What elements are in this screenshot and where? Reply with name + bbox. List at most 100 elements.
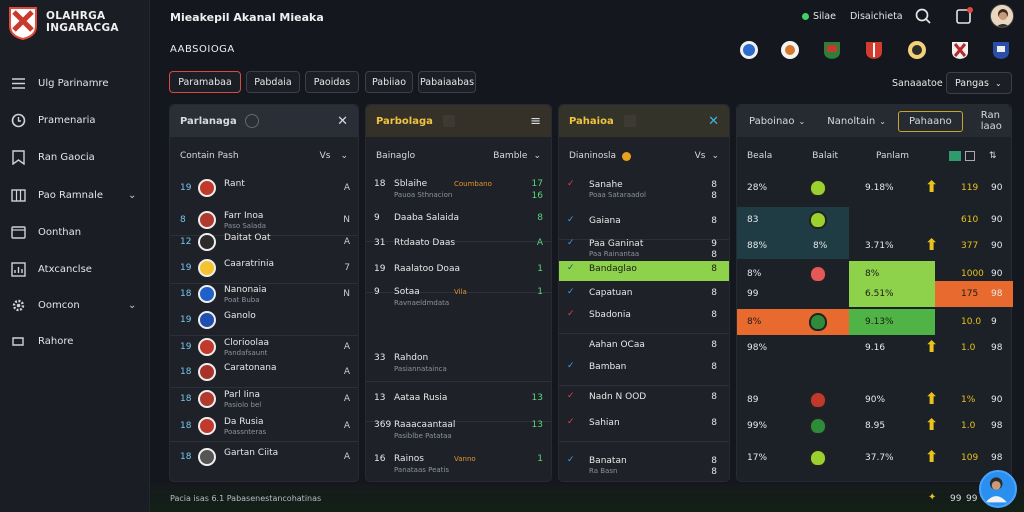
column-header: Beala (747, 151, 773, 161)
table-row[interactable]: 18 Parl Iina Pasiolo bel A (170, 388, 358, 412)
panel-subheader: Beala Balait Panlam ⇅ (737, 137, 1011, 175)
user-avatar[interactable] (990, 4, 1014, 28)
sidebar-item-label: Ran Gaocia (38, 151, 95, 163)
chevron-down-icon[interactable]: ⌄ (798, 116, 806, 126)
team-badge-icon[interactable] (780, 40, 800, 60)
result-row[interactable]: ✓ Sbadonia 8 (559, 307, 729, 331)
team-badge-icon[interactable] (739, 40, 759, 60)
filter-chip[interactable]: Pabaiaabas (418, 71, 476, 93)
stats-row[interactable]: 17% 37.7% ⬆ 109 98 (737, 445, 1011, 471)
match-name: Raaacaantaal (394, 420, 456, 430)
menu-icon[interactable]: ≡ (530, 113, 541, 129)
match-row[interactable]: 9 Sotaa Vila Ravnaeldmdata 1 (366, 285, 551, 311)
team-badge-icon[interactable] (864, 40, 884, 60)
notification-icon[interactable] (955, 7, 973, 25)
result-row[interactable]: ✓ Capatuan 8 (559, 285, 729, 309)
team-badge-icon[interactable] (822, 40, 842, 60)
match-tag: Vanno (454, 455, 476, 463)
support-chat-button[interactable] (979, 470, 1017, 508)
match-row[interactable]: 18 Sblaihe Coumbano Pauoa Sthnacion 17 16 (366, 177, 551, 203)
sidebar-item-analytics[interactable]: Atxcanclse (0, 256, 150, 282)
filter-chip[interactable]: Pabiiao (365, 71, 413, 93)
match-row[interactable]: 369 Raaacaantaal Pasiblbe Patataa 13 (366, 418, 551, 444)
stats-row[interactable]: 88% 8% 3.71% ⬆ 377 90 (737, 233, 1011, 259)
result-row[interactable]: ✓ Nadn N OOD 8 (559, 389, 729, 413)
result-row[interactable]: Aahan OCaa 8 (559, 337, 729, 361)
result-row[interactable]: ✓ Bandaglao 8 (559, 261, 729, 281)
sidebar-item-logout[interactable]: Rahore (0, 328, 150, 354)
close-icon[interactable]: ✕ (337, 113, 348, 129)
match-row[interactable]: 33 Rahdon Pasiannatainca (366, 351, 551, 377)
table-row[interactable]: 19 Clorioolaa Pandafsaunt A (170, 336, 358, 360)
match-row[interactable]: 16 Rainos Vanno Panataas Peatis 1 (366, 452, 551, 478)
chevron-down-icon[interactable]: ⌄ (533, 151, 541, 161)
stats-row[interactable]: 89 90% ⬆ 1% 90 (737, 387, 1011, 413)
sidebar-item-list[interactable]: Ulg Parinamre (0, 70, 150, 96)
result-row[interactable]: ✓ Sanahe Poaa Sataraadol 8 8 (559, 177, 729, 201)
row-divider (170, 335, 358, 336)
result-value: 8 (711, 288, 717, 298)
match-row[interactable]: 19 Raalatoo Doaa 1 (366, 262, 551, 288)
stat-percent: 37.7% (865, 453, 894, 463)
result-name: Gaiana (589, 216, 621, 226)
team-badge-icon[interactable] (991, 40, 1011, 60)
table-row[interactable]: 18 Caratonana A (170, 361, 358, 385)
clock-icon (11, 113, 26, 127)
result-row[interactable]: ✓ Bamban 8 (559, 359, 729, 383)
match-row[interactable]: 31 Rtdaato Daas A (366, 236, 551, 262)
result-row[interactable]: ✓ Paa Ganinat Paa Rainantaa 9 8 (559, 236, 729, 260)
stat-number: 175 (961, 289, 979, 299)
result-row[interactable]: ✓ Sahian 8 (559, 415, 729, 439)
table-row[interactable]: 18 Nanonaia Poat Buba N (170, 283, 358, 307)
chevron-down-icon[interactable]: ⌄ (340, 151, 348, 161)
match-row[interactable]: 13 Aataa Rusia 13 (366, 391, 551, 417)
stats-row[interactable]: 99 6.51% 175 98 (737, 281, 1013, 307)
sidebar-item-settings[interactable]: Oomcon ⌄ (0, 292, 150, 318)
team-badge-icon[interactable] (950, 40, 970, 60)
team-badge-icon[interactable] (907, 40, 927, 60)
stat-percent: 9.13% (865, 317, 894, 327)
row-trend: 7 (344, 263, 350, 273)
match-row[interactable]: 9 Daaba Salaida 8 (366, 211, 551, 237)
sidebar-item-history[interactable]: Pramenaria (0, 107, 150, 133)
row-trend: A (343, 367, 350, 377)
chevron-down-icon: ⌄ (994, 78, 1002, 88)
table-row[interactable]: 18 Da Rusia Poassnteras A (170, 415, 358, 439)
chevron-down-icon[interactable]: ⌄ (711, 151, 719, 161)
sidebar-item-bookmarks[interactable]: Ran Gaocia (0, 144, 150, 170)
column-header: Balait (812, 151, 838, 161)
result-row[interactable]: ✓ Banatan Ra Basn 8 8 (559, 453, 729, 477)
tab-item-active[interactable]: Pahaano (897, 110, 963, 132)
sidebar-item-columns[interactable]: Pao Ramnale ⌄ (0, 182, 150, 208)
table-row[interactable]: 8 Farr Inoa Paso Salada N (170, 209, 358, 233)
list-toggle-icon[interactable] (965, 151, 976, 161)
filter-chip[interactable]: Paoidas (305, 71, 359, 93)
filter-chip[interactable]: Pabdaia (246, 71, 300, 93)
table-row[interactable]: 19 Rant A (170, 177, 358, 201)
stats-row[interactable]: 98% 9.16 ⬆ 1.0 98 (737, 335, 1011, 361)
settings-icon[interactable]: ⇅ (989, 151, 997, 161)
filter-chip[interactable]: Paramabaa (169, 71, 241, 93)
match-score: 369 (374, 420, 392, 430)
sort-dropdown[interactable]: Pangas ⌄ (946, 72, 1012, 94)
table-row[interactable]: 19 Ganolo (170, 309, 358, 333)
tab-item[interactable]: Ran laao (980, 110, 1002, 132)
sidebar-item-window[interactable]: Oonthan (0, 219, 150, 245)
row-rank: 19 (180, 315, 192, 325)
result-row[interactable]: ✓ Gaiana 8 (559, 213, 729, 237)
brand-line-2: INGARACGA (46, 22, 119, 34)
table-row[interactable]: 19 Caaratrinia 7 (170, 257, 358, 281)
tab-item[interactable]: Nanoltain (827, 115, 876, 127)
close-icon[interactable]: ✕ (708, 113, 719, 129)
tab-item[interactable]: Paboinao (749, 115, 795, 127)
grid-toggle-icon[interactable] (949, 151, 962, 161)
search-icon[interactable] (914, 7, 932, 25)
table-row[interactable]: 18 Gartan Ciita A (170, 446, 358, 470)
table-row[interactable]: 12 Daitat Oat A (170, 231, 358, 255)
stats-row[interactable]: 28% 9.18% ⬆ 119 90 (737, 175, 1011, 201)
chevron-down-icon[interactable]: ⌄ (879, 116, 886, 126)
stats-row[interactable]: 8%8%9.13%10.09 (737, 309, 1011, 335)
team-crest-icon (809, 265, 827, 283)
stats-row[interactable]: 99% 8.95 ⬆ 1.0 98 (737, 413, 1011, 439)
